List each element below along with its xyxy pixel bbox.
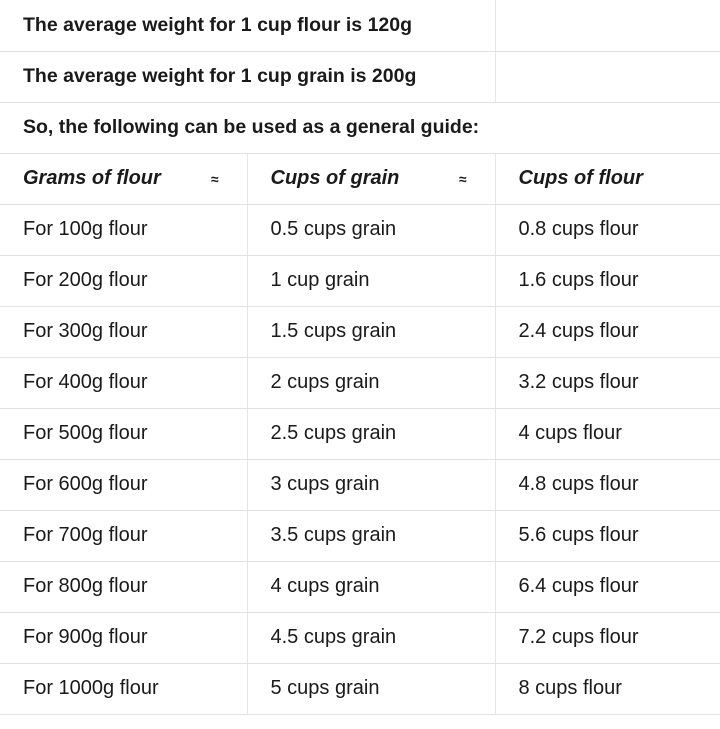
intro-flour-weight: The average weight for 1 cup flour is 12… (0, 0, 495, 52)
cups-of-flour-cell: 7.2 cups flour (494, 611, 720, 664)
intro-row: So, the following can be used as a gener… (0, 101, 720, 154)
cups-of-flour-cell: 4 cups flour (494, 407, 720, 460)
grams-of-flour-cell: For 400g flour (0, 356, 247, 409)
grams-of-flour-cell: For 200g flour (0, 254, 247, 307)
header-row: Grams of flour ≈ Cups of grain ≈ Cups of f… (0, 152, 720, 205)
table-row: For 600g flour 3 cups grain 4.8 cups flour (0, 458, 720, 511)
intro-grain-weight: The average weight for 1 cup grain is 20… (0, 50, 495, 103)
cups-of-flour-cell: 1.6 cups flour (494, 254, 720, 307)
header-cell: Grams of flour ≈ (0, 152, 247, 205)
header-cups-of-grain: Cups of grain (270, 166, 400, 189)
cups-of-flour-cell: 3.2 cups flour (494, 356, 720, 409)
empty-cell (494, 50, 720, 103)
grams-of-flour-cell: For 700g flour (0, 509, 247, 562)
cups-of-grain-cell: 4.5 cups grain (246, 611, 495, 664)
cups-of-grain-cell: 0.5 cups grain (246, 203, 495, 256)
cups-of-grain-cell: 4 cups grain (246, 560, 495, 613)
header-cups-of-flour: Cups of flour (518, 167, 643, 189)
cups-of-grain-cell: 1 cup grain (246, 254, 495, 307)
cups-of-flour-cell: 4.8 cups flour (494, 458, 720, 511)
cups-of-grain-cell: 3 cups grain (246, 458, 495, 511)
header-grams-of-flour: Grams of flour (23, 166, 161, 189)
grams-of-flour-cell: For 300g flour (0, 305, 247, 358)
table-row: For 1000g flour 5 cups grain 8 cups flour (0, 662, 720, 715)
grams-of-flour-cell: For 600g flour (0, 458, 247, 511)
empty-cell (494, 0, 720, 52)
grams-of-flour-cell: For 100g flour (0, 203, 247, 256)
header-cell: Cups of flour (494, 152, 720, 205)
grams-of-flour-cell: For 500g flour (0, 407, 247, 460)
approx-icon: ≈ (210, 170, 219, 187)
cups-of-flour-cell: 0.8 cups flour (494, 203, 720, 256)
table-row: For 500g flour 2.5 cups grain 4 cups flour (0, 407, 720, 460)
cups-of-flour-cell: 5.6 cups flour (494, 509, 720, 562)
table-row: For 800g flour 4 cups grain 6.4 cups flour (0, 560, 720, 613)
cups-of-flour-cell: 6.4 cups flour (494, 560, 720, 613)
cups-of-grain-cell: 2.5 cups grain (246, 407, 495, 460)
cups-of-grain-cell: 2 cups grain (246, 356, 495, 409)
cups-of-flour-cell: 8 cups flour (494, 662, 720, 715)
cups-of-grain-cell: 3.5 cups grain (246, 509, 495, 562)
cups-of-grain-cell: 5 cups grain (246, 662, 495, 715)
table-row: For 900g flour 4.5 cups grain 7.2 cups flo… (0, 611, 720, 664)
cups-of-flour-cell: 2.4 cups flour (494, 305, 720, 358)
header-cell: Cups of grain ≈ (246, 152, 495, 205)
cups-of-grain-cell: 1.5 cups grain (246, 305, 495, 358)
table-row: For 100g flour 0.5 cups grain 0.8 cups flo… (0, 203, 720, 256)
grams-of-flour-cell: For 1000g flour (0, 662, 247, 715)
table-row: For 300g flour 1.5 cups grain 2.4 cups flo… (0, 305, 720, 358)
intro-row: The average weight for 1 cup flour is 12… (0, 0, 720, 52)
intro-guide: So, the following can be used as a gener… (0, 101, 720, 154)
grams-of-flour-cell: For 800g flour (0, 560, 247, 613)
intro-row: The average weight for 1 cup grain is 20… (0, 50, 720, 103)
table-row: For 700g flour 3.5 cups grain 5.6 cups flo… (0, 509, 720, 562)
table-row: For 200g flour 1 cup grain 1.6 cups flour (0, 254, 720, 307)
grams-of-flour-cell: For 900g flour (0, 611, 247, 664)
approx-icon: ≈ (458, 170, 467, 187)
table-row: For 400g flour 2 cups grain 3.2 cups flour (0, 356, 720, 409)
